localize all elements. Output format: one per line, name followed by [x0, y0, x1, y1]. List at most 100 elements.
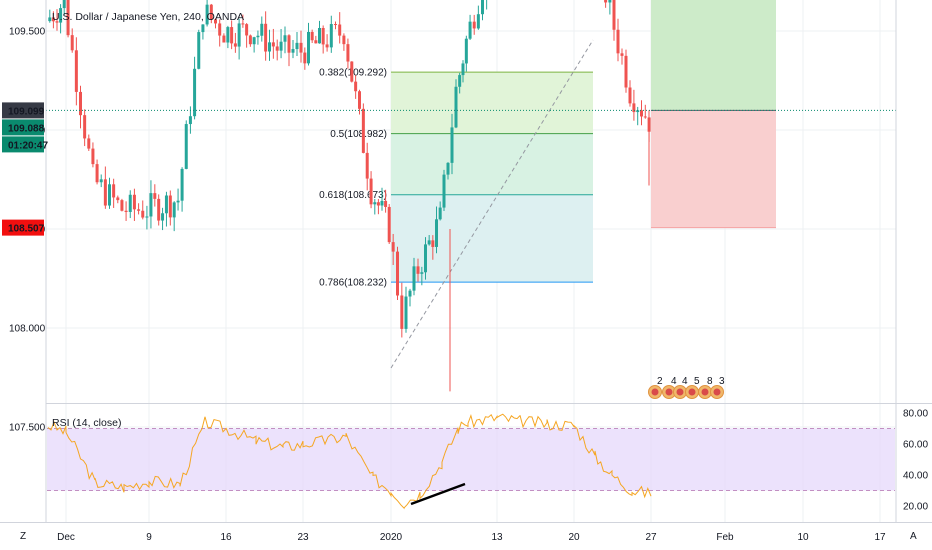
- candle-body: [424, 244, 427, 273]
- candle-body: [442, 174, 446, 208]
- candle-body: [141, 210, 145, 218]
- candle-body: [168, 195, 172, 218]
- candle-body: [358, 91, 361, 109]
- candle-body: [338, 24, 342, 36]
- candle-body: [108, 184, 111, 206]
- candle-body: [412, 266, 416, 291]
- candle-body: [329, 24, 333, 48]
- candle-body: [458, 75, 462, 87]
- candle-body: [321, 27, 325, 45]
- candle-body: [209, 4, 213, 20]
- time-tick-label: 13: [491, 532, 503, 543]
- current-price-label: 109.099: [8, 106, 45, 117]
- time-tick-label: Feb: [716, 532, 734, 543]
- event-count: 4: [682, 376, 688, 387]
- candle-body: [137, 209, 141, 211]
- candle-body: [325, 44, 329, 48]
- candle-body: [237, 23, 241, 47]
- time-tick-label: 9: [146, 532, 152, 543]
- candle-body: [120, 200, 124, 211]
- candle-body: [230, 27, 234, 44]
- fib-zone: [391, 72, 593, 134]
- bid-price-label-bg: [2, 119, 44, 136]
- candle-body: [161, 213, 165, 221]
- candle-body: [124, 210, 128, 212]
- fib-level-label: 0.786(108.232): [319, 278, 387, 289]
- candle-body: [145, 216, 149, 218]
- candle-body: [218, 23, 222, 36]
- fib-level-label: 0.618(108.673): [319, 190, 387, 201]
- event-count: 2: [657, 376, 663, 387]
- flag-icon: [651, 388, 659, 396]
- rsi-band: [47, 428, 895, 491]
- candle-body: [116, 197, 120, 201]
- candle-body: [404, 296, 408, 329]
- candle-body: [373, 202, 377, 205]
- candle-body: [303, 52, 307, 64]
- candle-body: [59, 8, 63, 23]
- candle-body: [91, 148, 95, 165]
- candles: [48, 0, 651, 392]
- candle-body: [153, 193, 157, 199]
- candle-body: [342, 35, 346, 45]
- bar-countdown-label-bg: [2, 136, 44, 153]
- rsi-line: [47, 413, 652, 510]
- auto-scale-button[interactable]: A: [910, 531, 917, 542]
- candle-body: [314, 40, 318, 44]
- zoom-button[interactable]: Z: [20, 531, 26, 542]
- candle-body: [176, 200, 180, 203]
- candle-body: [608, 0, 612, 3]
- candle-body: [604, 0, 608, 3]
- candle-body: [252, 37, 256, 45]
- stop-price-label-bg: [2, 219, 44, 236]
- fib-trendline: [390, 39, 594, 369]
- candle-body: [427, 240, 431, 245]
- current-price-label-bg: [2, 102, 44, 119]
- candle-body: [188, 116, 192, 125]
- candle-body: [468, 21, 472, 39]
- time-axis[interactable]: Dec 9 16 23 2020 13 20 27 Feb 10 17: [57, 532, 886, 543]
- candle-body: [450, 127, 454, 163]
- candle-body: [435, 219, 438, 247]
- rsi-tick-label: 20.00: [903, 502, 928, 513]
- chart-title: U.S. Dollar / Japanese Yen, 240, OANDA: [52, 11, 244, 23]
- candle-body: [369, 178, 373, 205]
- time-tick-label: 20: [568, 532, 580, 543]
- rsi-tick-label: 60.00: [903, 440, 928, 451]
- candle-body: [632, 103, 636, 113]
- candle-body: [87, 138, 91, 149]
- time-tick-label: Dec: [57, 532, 75, 543]
- candle-body: [248, 35, 252, 45]
- candle-body: [132, 194, 136, 210]
- candle-body: [256, 35, 260, 38]
- rsi-tick-label: 40.00: [903, 471, 928, 482]
- candle-body: [226, 27, 230, 43]
- candle-body: [268, 42, 271, 52]
- candle-body: [245, 24, 249, 36]
- event-count: 3: [719, 376, 725, 387]
- candle-body: [391, 242, 395, 252]
- price-axis[interactable]: 110.500110.000109.500109.000108.500108.0…: [9, 0, 46, 434]
- candle-body: [172, 202, 176, 218]
- candle-body: [318, 27, 321, 44]
- candle-body: [346, 44, 350, 62]
- loss-zone: [651, 110, 776, 228]
- candle-body: [624, 55, 628, 88]
- price-tick-label: 107.500: [9, 423, 46, 434]
- zones: 0.382(109.292)0.5(108.982)0.618(108.673)…: [319, 0, 776, 369]
- candle-body: [149, 193, 153, 217]
- candle-body: [420, 272, 424, 274]
- candle-body: [376, 202, 380, 206]
- price-tick-label: 108.000: [9, 324, 46, 335]
- candle-body: [55, 21, 59, 23]
- time-tick-label: 23: [297, 532, 309, 543]
- candle-body: [275, 46, 279, 51]
- candle-body: [95, 164, 99, 183]
- rsi-indicator: 80.00 60.00 40.00 20.00: [47, 409, 928, 513]
- candle-body: [620, 53, 624, 56]
- bid-price-label: 109.088: [8, 123, 45, 134]
- candle-body: [62, 0, 66, 9]
- flag-icon: [676, 388, 684, 396]
